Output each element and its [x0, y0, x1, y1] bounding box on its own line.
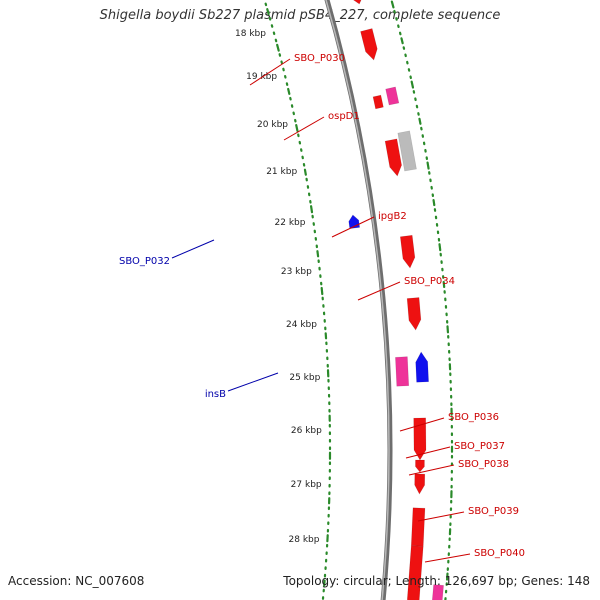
gene-label-SBO_P038[interactable]: SBO_P038	[458, 459, 509, 470]
gc-dot-inner	[320, 286, 324, 296]
gene-label-ipgB2[interactable]: ipgB2	[378, 211, 407, 222]
label-leader-line	[283, 116, 325, 141]
gene-block[interactable]	[349, 0, 363, 5]
label-leader-line	[171, 239, 215, 259]
gene-label-insB[interactable]: insB	[205, 389, 226, 400]
gc-dot-outer	[418, 117, 422, 125]
gene-block[interactable]	[415, 351, 429, 383]
kbp-tick-label: 23 kbp	[281, 267, 312, 277]
label-leader-line	[357, 281, 401, 301]
backbone-track	[324, 0, 393, 600]
gene-label-SBO_P030[interactable]: SBO_P030	[294, 53, 345, 64]
gene-block-SBO_P037[interactable]	[415, 459, 425, 473]
gene-label-SBO_P036[interactable]: SBO_P036	[448, 412, 499, 423]
gene-block-SBO_P039[interactable]	[410, 507, 426, 547]
gene-block-SBO_P040[interactable]	[406, 545, 424, 600]
kbp-tick-label: 25 kbp	[289, 373, 320, 383]
kbp-tick-label: 26 kbp	[291, 426, 322, 436]
gene-labels: SBO_P030 ospD1 ipgB2 SBO_P034 SBO_P036 SBO_P0…	[119, 53, 525, 563]
gene-block-ipgB2[interactable]	[399, 234, 416, 269]
gene-label-SBO_P034[interactable]: SBO_P034	[404, 276, 455, 287]
gene-label-SBO_P032[interactable]: SBO_P032	[119, 256, 170, 267]
gc-dot-inner	[316, 250, 320, 258]
label-leader-line	[417, 511, 465, 522]
map-title: Shigella boydii Sb227 plasmid pSB4_227, …	[99, 8, 501, 23]
gene-block-SBO_P036[interactable]	[413, 417, 427, 461]
gc-dot-inner	[309, 205, 314, 214]
gc-dot-inner	[287, 87, 291, 95]
label-leader-line	[405, 446, 451, 459]
kbp-tick-label: 18 kbp	[235, 29, 266, 39]
gene-block[interactable]	[385, 86, 400, 106]
gene-label-SBO_P037[interactable]: SBO_P037	[454, 441, 505, 452]
gc-dot-inner	[276, 43, 280, 52]
gc-dot-outer	[426, 161, 430, 170]
gc-dot-inner	[266, 8, 270, 16]
gene-block-insB[interactable]	[395, 356, 410, 387]
gc-dot-outer	[400, 37, 404, 45]
gc-dot-outer	[432, 199, 436, 207]
gc-dot-outer	[410, 80, 415, 89]
kbp-tick-label: 27 kbp	[291, 480, 322, 490]
gene-block-SBO_P038[interactable]	[414, 473, 426, 495]
gene-block[interactable]	[372, 94, 384, 110]
gene-label-ospD1[interactable]: ospD1	[328, 111, 360, 122]
gc-dot-outer	[438, 243, 442, 252]
gc-dot-inner	[303, 168, 307, 176]
label-leader-line	[249, 58, 291, 86]
backbone-highlight	[325, 0, 390, 600]
label-leader-line	[227, 372, 279, 392]
gene-block[interactable]	[431, 584, 444, 600]
kbp-tick-label: 22 kbp	[275, 218, 306, 228]
gene-block-SBO_P034[interactable]	[406, 297, 422, 331]
backbone-arc	[324, 0, 393, 600]
kbp-tick-label: 28 kbp	[289, 535, 320, 545]
label-leader-line	[331, 216, 375, 238]
label-leader-line	[408, 464, 455, 476]
gene-block[interactable]	[397, 130, 417, 172]
gc-dot-outer	[390, 0, 395, 9]
gene-block-ospD1[interactable]	[384, 138, 402, 177]
gc-dot-inner	[295, 123, 299, 133]
kbp-tick-label: 21 kbp	[266, 167, 297, 177]
label-leader-line	[424, 553, 471, 563]
accession-text: Accession: NC_007608	[8, 574, 145, 588]
gene-label-SBO_P040[interactable]: SBO_P040	[474, 548, 525, 559]
kbp-tick-label: 20 kbp	[257, 120, 288, 130]
kbp-tick-label: 24 kbp	[286, 320, 317, 330]
gc-content-track	[264, 0, 454, 600]
label-leader-line	[399, 417, 445, 432]
topology-summary: Topology: circular; Length: 126,697 bp; …	[283, 574, 590, 588]
gene-block[interactable]	[360, 28, 378, 61]
gene-label-SBO_P039[interactable]: SBO_P039	[468, 506, 519, 517]
gene-track	[348, 0, 444, 600]
